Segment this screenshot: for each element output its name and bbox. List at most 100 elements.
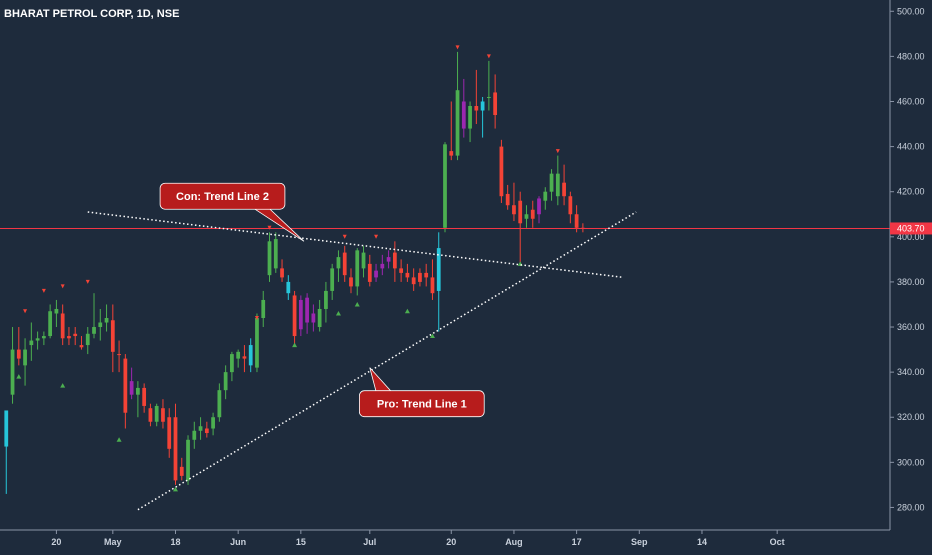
chart-title: BHARAT PETROL CORP, 1D, NSE bbox=[4, 8, 179, 20]
time-tick-label: 18 bbox=[170, 537, 180, 547]
candle bbox=[549, 169, 554, 201]
time-tick-label: 20 bbox=[446, 537, 456, 547]
candle-body bbox=[129, 381, 134, 395]
candle bbox=[443, 142, 447, 233]
candle-body bbox=[60, 313, 65, 339]
sell-signal-marker bbox=[267, 225, 272, 230]
candle bbox=[73, 327, 78, 346]
candle-body bbox=[380, 263, 385, 269]
candle-body bbox=[568, 196, 573, 215]
candle-body bbox=[430, 277, 435, 294]
callout-label: Pro: Trend Line 1 bbox=[377, 399, 467, 411]
candle bbox=[399, 259, 404, 282]
candle-body bbox=[449, 151, 454, 156]
candle bbox=[117, 340, 121, 373]
candle bbox=[562, 164, 566, 206]
candle-body bbox=[330, 268, 335, 291]
candle-body bbox=[186, 439, 190, 481]
trendline-callout: Pro: Trend Line 1 bbox=[359, 367, 485, 418]
sell-signal-marker bbox=[486, 54, 491, 59]
candle-body bbox=[493, 92, 498, 116]
candle bbox=[430, 259, 435, 300]
time-axis[interactable]: 20 May 18 Jun 15 Jul 20 Aug 17 Sep 14 Oct bbox=[51, 530, 785, 547]
candle bbox=[41, 331, 46, 346]
candle bbox=[261, 290, 266, 328]
candle bbox=[518, 191, 523, 264]
candle-body bbox=[336, 257, 341, 269]
candle bbox=[98, 308, 103, 341]
candle-body bbox=[411, 277, 416, 285]
candle bbox=[486, 60, 491, 111]
candle-body bbox=[399, 268, 404, 273]
candle bbox=[248, 338, 253, 373]
price-tick-label: 460.00 bbox=[897, 96, 925, 106]
candle-body bbox=[230, 354, 234, 373]
candle bbox=[129, 367, 134, 400]
candle bbox=[574, 205, 579, 233]
candle bbox=[468, 101, 472, 143]
candle bbox=[186, 435, 190, 485]
price-tick-label: 400.00 bbox=[897, 232, 925, 242]
candle bbox=[136, 381, 140, 418]
current-price-label: 403.70 bbox=[897, 223, 925, 233]
candle bbox=[449, 101, 454, 161]
candle bbox=[4, 410, 9, 494]
candle-body bbox=[392, 252, 397, 269]
candle-body bbox=[480, 101, 485, 111]
candle bbox=[411, 268, 416, 291]
candle-body bbox=[524, 214, 529, 219]
candle-body bbox=[16, 349, 21, 359]
candle bbox=[85, 327, 90, 355]
candle-body bbox=[67, 336, 71, 339]
candle-body bbox=[29, 340, 34, 346]
candle bbox=[123, 354, 128, 429]
candle-body bbox=[54, 308, 59, 314]
price-tick-label: 380.00 bbox=[897, 277, 925, 287]
buy-signal-marker bbox=[404, 308, 410, 314]
candle bbox=[273, 232, 278, 273]
buy-signal-marker bbox=[172, 486, 178, 492]
candle bbox=[154, 403, 159, 427]
candle-body bbox=[424, 272, 429, 278]
sell-signal-marker bbox=[254, 316, 259, 320]
candle bbox=[280, 259, 284, 282]
time-tick-label: Jun bbox=[230, 537, 246, 547]
price-tick-label: 320.00 bbox=[897, 412, 925, 422]
candle-body bbox=[255, 318, 259, 368]
candle bbox=[267, 232, 272, 282]
candle bbox=[10, 327, 15, 404]
price-tick-label: 420.00 bbox=[897, 187, 925, 197]
candle bbox=[392, 241, 397, 282]
callout-seam bbox=[377, 392, 392, 395]
candle bbox=[405, 263, 410, 282]
candle-body bbox=[518, 200, 523, 224]
candle-body bbox=[298, 299, 303, 330]
buy-signal-marker bbox=[60, 383, 66, 388]
candle-body bbox=[386, 257, 391, 262]
sell-signal-marker bbox=[60, 284, 65, 289]
candle bbox=[211, 412, 215, 436]
current-price-tag bbox=[890, 222, 932, 235]
candle-body bbox=[537, 198, 541, 215]
candle-body bbox=[455, 90, 460, 156]
candle bbox=[455, 51, 460, 161]
candle bbox=[29, 322, 34, 361]
price-axis[interactable]: 280.00 300.00 320.00 340.00 360.00 380.00 400.… bbox=[890, 6, 932, 512]
candle bbox=[54, 299, 59, 328]
sell-signal-marker bbox=[342, 234, 347, 239]
candle-body bbox=[48, 311, 53, 337]
candle-body bbox=[486, 96, 491, 98]
time-tick-label: Aug bbox=[505, 537, 523, 547]
candle bbox=[298, 295, 303, 337]
candle-body bbox=[110, 320, 115, 352]
candle-body bbox=[292, 295, 297, 337]
callout-seam bbox=[252, 205, 267, 208]
price-tick-label: 340.00 bbox=[897, 367, 925, 377]
price-tick-label: 300.00 bbox=[897, 457, 925, 467]
trendline bbox=[137, 211, 637, 511]
candle-body bbox=[474, 106, 479, 111]
candle-body bbox=[505, 193, 510, 206]
candle bbox=[23, 338, 27, 386]
